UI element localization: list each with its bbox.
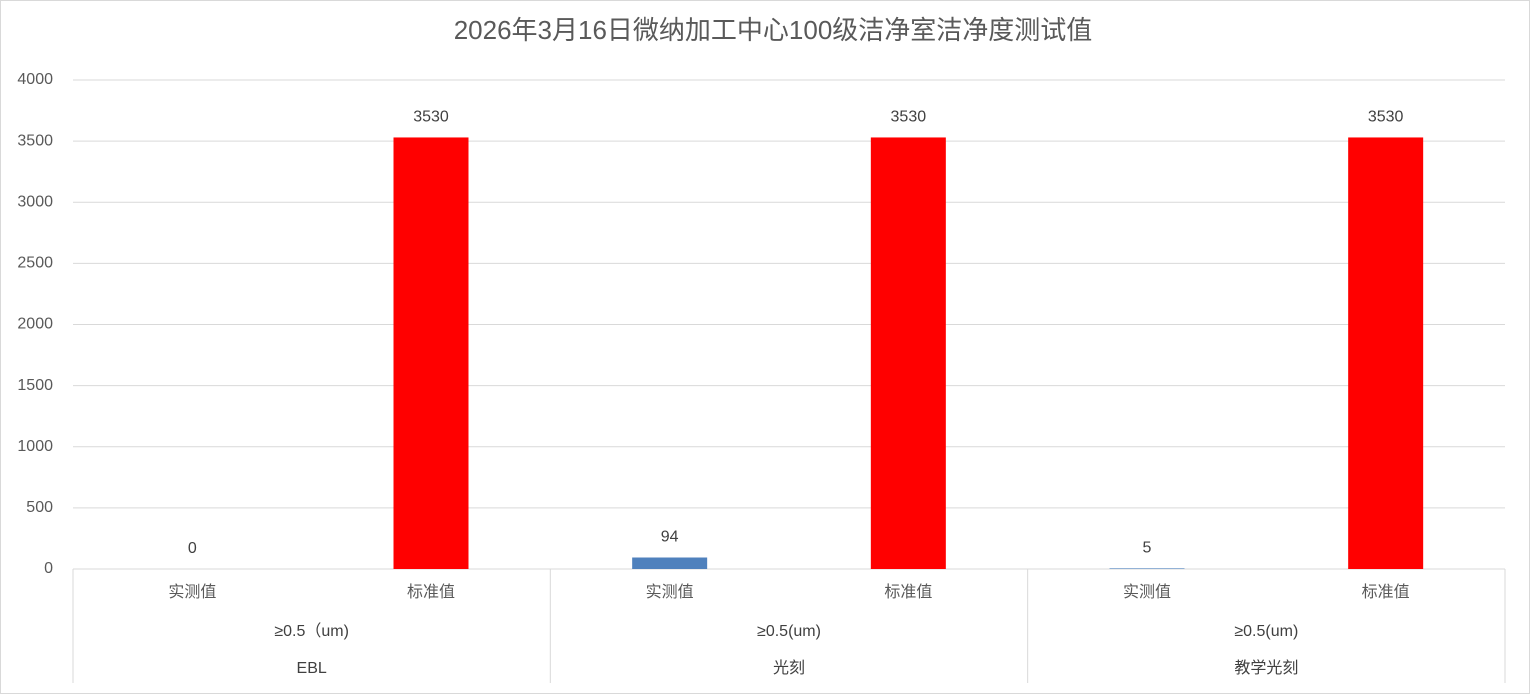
data-label: 3530 — [1368, 109, 1404, 126]
x-tick-label: 实测值 — [646, 583, 694, 601]
y-tick-label: 1000 — [17, 438, 53, 455]
y-tick-label: 3000 — [17, 193, 53, 210]
data-label: 3530 — [891, 109, 927, 126]
y-tick-label: 3500 — [17, 132, 53, 149]
x-tick-label: 标准值 — [884, 583, 932, 601]
bar — [632, 557, 708, 569]
y-tick-label: 1500 — [17, 377, 53, 394]
sub-group-label: ≥0.5（um) — [274, 622, 349, 640]
chart-title: 2026年3月16日微纳加工中心100级洁净室洁净度测试值 — [454, 15, 1093, 45]
bar — [393, 137, 469, 569]
x-tick-label: 标准值 — [407, 583, 455, 601]
bar — [1109, 568, 1185, 569]
x-tick-label: 实测值 — [1123, 583, 1171, 601]
data-label: 94 — [661, 529, 679, 546]
sub-group-label: ≥0.5(um) — [757, 623, 821, 640]
x-tick-label: 实测值 — [168, 583, 216, 601]
data-label: 3530 — [413, 109, 449, 126]
y-tick-label: 2500 — [17, 255, 53, 272]
y-tick-label: 0 — [44, 560, 53, 577]
group-label: 教学光刻 — [1234, 659, 1298, 677]
group-label: EBL — [297, 660, 327, 677]
sub-group-label: ≥0.5(um) — [1234, 623, 1298, 640]
y-tick-label: 2000 — [17, 316, 53, 333]
data-label: 0 — [188, 540, 197, 557]
data-label: 5 — [1143, 540, 1152, 557]
bar — [1348, 137, 1424, 569]
y-tick-label: 4000 — [17, 71, 53, 88]
x-tick-label: 标准值 — [1362, 583, 1410, 601]
bar — [870, 137, 946, 569]
y-tick-label: 500 — [26, 499, 53, 516]
group-label: 光刻 — [773, 659, 805, 677]
